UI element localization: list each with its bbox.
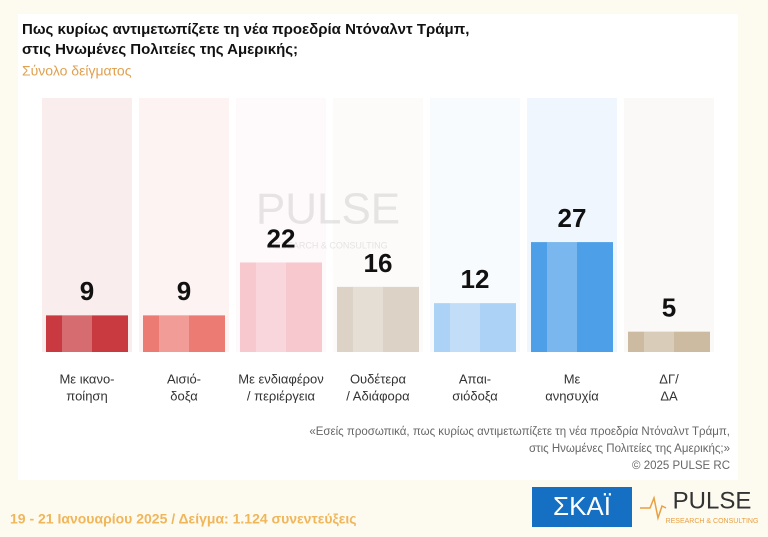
bar	[240, 262, 322, 352]
x-tick-label: ποίηση	[66, 388, 107, 403]
bar-highlight	[256, 262, 286, 352]
x-tick-label: Ουδέτερα	[350, 371, 407, 386]
value-label: 5	[662, 293, 676, 323]
x-tick-label: / περιέργεια	[247, 388, 316, 403]
note: © 2025 PULSE RC	[632, 460, 730, 472]
bar	[434, 303, 516, 352]
x-tick-label: δοξα	[170, 388, 198, 403]
x-tick-label: Αισιό-	[167, 371, 201, 386]
skai-logo	[532, 487, 632, 527]
x-tick-label: σιόδοξα	[452, 388, 498, 403]
bar	[337, 286, 419, 352]
chart-subtitle: Σύνολο δείγματος	[22, 63, 132, 79]
bar-highlight	[159, 315, 189, 352]
value-label: 9	[80, 276, 94, 306]
pulse-logo-text: PULSE	[673, 487, 752, 514]
watermark: PULSE	[256, 185, 400, 234]
bar-highlight	[547, 242, 577, 352]
column-background	[624, 98, 714, 352]
x-tick-label: ΔΑ	[660, 388, 678, 403]
value-label: 22	[267, 223, 296, 253]
skai-logo-text: ΣΚΑΪ	[553, 491, 612, 521]
value-label: 27	[558, 203, 587, 233]
value-label: 9	[177, 276, 191, 306]
note: στις Ηνωμένες Πολιτείες της Αμερικής;»	[529, 443, 730, 455]
bar-highlight	[644, 331, 674, 352]
value-label: 12	[461, 264, 490, 294]
watermark: RESEARCH & CONSULTING	[268, 240, 387, 250]
x-tick-label: ΔΓ/	[659, 371, 679, 386]
x-tick-label: Με ενδιαφέρον	[238, 371, 324, 386]
bar-highlight	[450, 303, 480, 352]
note: «Εσείς προσωπικά, πως κυρίως αντιμετωπίζ…	[309, 426, 730, 438]
bar-highlight	[353, 286, 383, 352]
x-tick-label: ανησυχία	[545, 388, 599, 403]
footer: 19 - 21 Ιανουαρίου 2025 / Δείγμα: 1.124 …	[10, 511, 357, 527]
column-background	[42, 98, 132, 352]
panel	[18, 14, 738, 480]
value-label: 16	[364, 248, 393, 278]
bar	[46, 315, 128, 352]
bar-highlight	[62, 315, 92, 352]
pulse-logo-icon	[640, 495, 667, 521]
chart-title: στις Ηνωμένες Πολιτείες της Αμερικής;	[22, 41, 298, 58]
x-tick-label: Με ικανο-	[59, 371, 114, 386]
pulse-logo-sub: RESEARCH & CONSULTING	[666, 518, 759, 525]
column-background	[139, 98, 229, 352]
x-tick-label: Με	[564, 371, 581, 386]
x-tick-label: Απαι-	[459, 371, 491, 386]
chart-title: Πως κυρίως αντιμετωπίζετε τη νέα προεδρί…	[22, 21, 469, 38]
bar	[628, 331, 710, 352]
bar	[143, 315, 225, 352]
bar	[531, 242, 613, 352]
x-tick-label: / Αδιάφορα	[346, 388, 410, 403]
